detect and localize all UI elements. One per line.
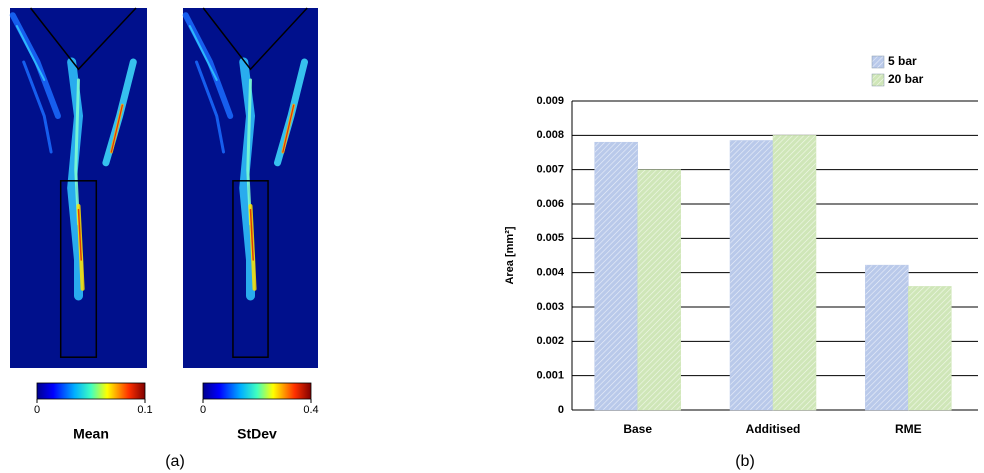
colorbar-tick-label: 0.4 <box>303 404 318 416</box>
y-tick-label: 0.002 <box>536 335 564 347</box>
x-tick-label: Base <box>623 422 652 436</box>
y-tick-label: 0 <box>558 404 564 416</box>
legend-swatch <box>872 74 884 86</box>
figure: 0 0.1 Mean 0 0.4 StDev (a) 0 0.001 0.002 0.003 0.00… <box>0 0 984 473</box>
y-tick-label: 0.005 <box>536 232 564 244</box>
bar <box>730 140 773 410</box>
bar <box>595 142 638 410</box>
colorbar-tick-label: 0 <box>34 404 40 416</box>
y-tick-label: 0.006 <box>536 198 564 210</box>
y-tick-label: 0.001 <box>536 370 564 382</box>
bar <box>865 265 908 410</box>
colorbar <box>37 383 145 399</box>
bar <box>908 286 951 410</box>
panel-label: (b) <box>735 453 755 470</box>
colorbar-label: StDev <box>237 426 277 442</box>
colorbar-tick-label: 0 <box>200 404 206 416</box>
x-tick-label: RME <box>895 422 922 436</box>
heatmap-image <box>10 8 147 368</box>
heatmap-image <box>183 8 318 368</box>
legend-label: 20 bar <box>888 72 924 86</box>
y-tick-label: 0.007 <box>536 164 564 176</box>
bar <box>773 135 816 410</box>
y-tick-label: 0.004 <box>536 267 564 279</box>
x-tick-label: Additised <box>746 422 801 436</box>
colorbar <box>203 383 311 399</box>
panel-label: (a) <box>165 453 185 470</box>
y-tick-label: 0.009 <box>536 95 564 107</box>
legend-swatch <box>872 56 884 68</box>
legend-label: 5 bar <box>888 54 917 68</box>
y-axis-label: Area [mm²] <box>504 226 516 284</box>
colorbar-tick-label: 0.1 <box>137 404 152 416</box>
colorbar-label: Mean <box>73 426 109 442</box>
y-tick-label: 0.008 <box>536 129 564 141</box>
y-tick-label: 0.003 <box>536 301 564 313</box>
bar <box>638 170 681 410</box>
